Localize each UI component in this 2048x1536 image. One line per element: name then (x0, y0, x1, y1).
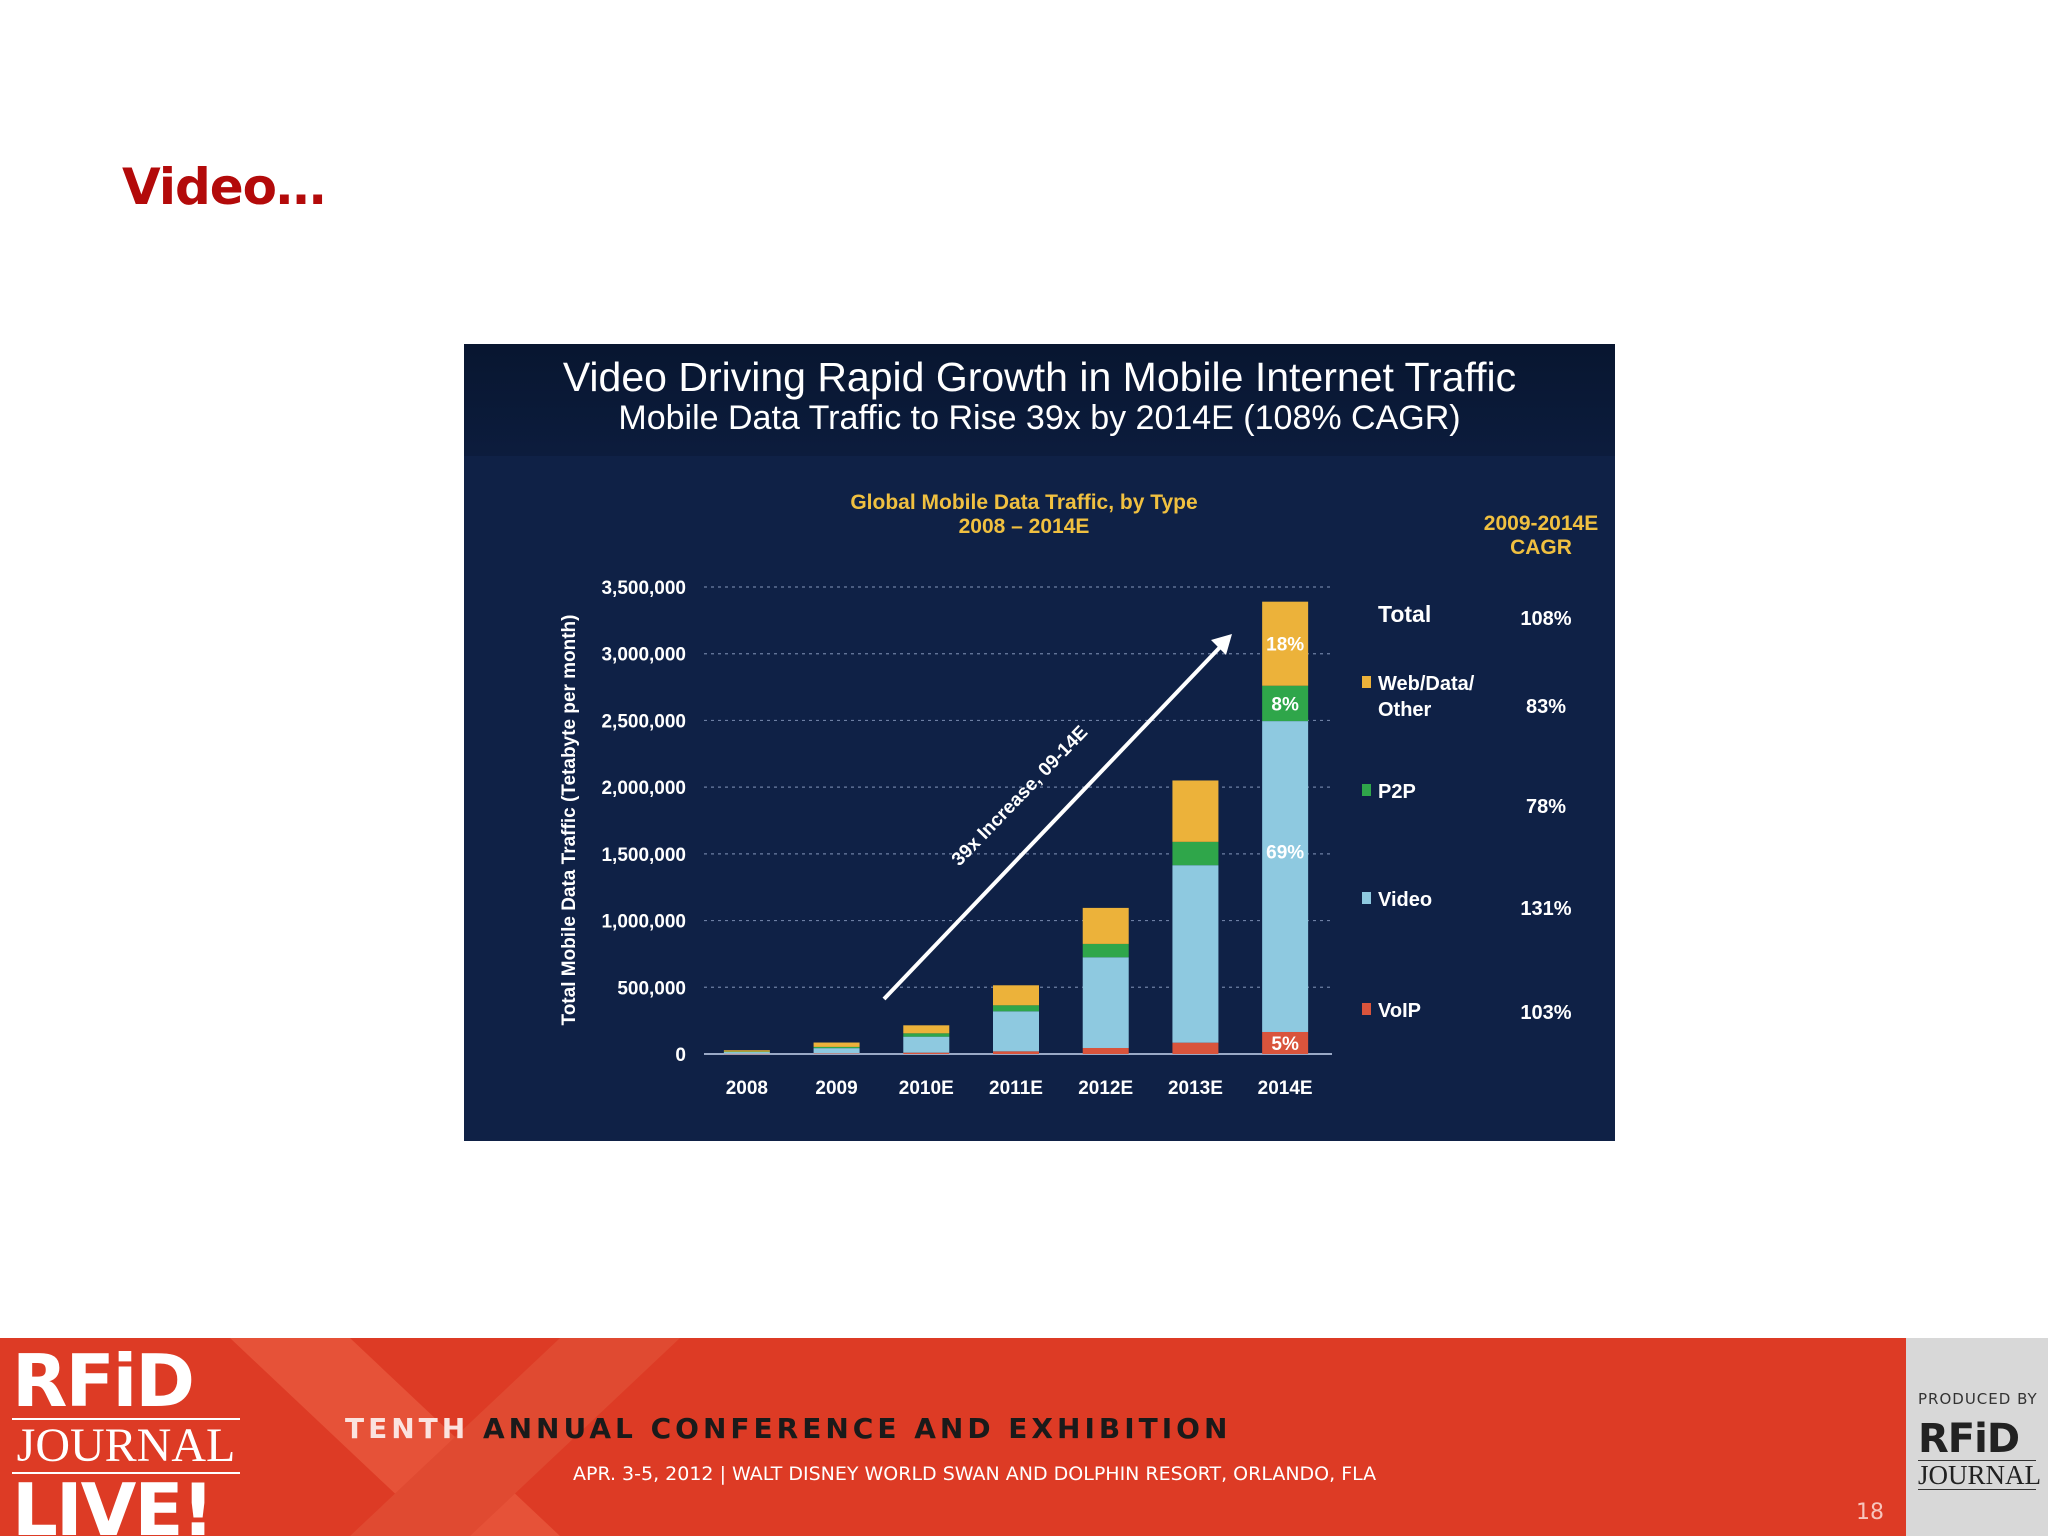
y-axis-label: Total Mobile Data Traffic (Tetabyte per … (559, 615, 580, 1026)
conference-line: TENTH ANNUAL CONFERENCE AND EXHIBITION (345, 1412, 1231, 1445)
legend-swatch-web-data-other (1362, 676, 1371, 688)
growth-arrow-label: 39x Increase, 09-14E (948, 722, 1092, 870)
bar-segment-video (723, 1051, 770, 1054)
cagr-value: 108% (1520, 608, 1571, 630)
bar-segment-video (1082, 957, 1129, 1048)
y-tick-label: 3,500,000 (601, 578, 686, 599)
bar-segment-p2p (1082, 943, 1129, 958)
bar-segment-p2p (723, 1051, 770, 1053)
growth-arrow-line (882, 641, 1226, 1001)
legend-label: Web/Data/ (1378, 673, 1475, 695)
cagr-value: 103% (1520, 1002, 1571, 1024)
conference-label: ANNUAL CONFERENCE AND EXHIBITION (482, 1412, 1232, 1445)
logo-rfid-text: RFiD (12, 1339, 195, 1423)
legend-label: Total (1378, 601, 1431, 627)
bar-segment-p2p (813, 1046, 860, 1049)
chart-header (464, 344, 1615, 456)
footer-banner: RFiD JOURNAL LIVE! TENTH ANNUAL CONFEREN… (0, 1338, 2048, 1536)
x-tick-label: 2011E (989, 1078, 1043, 1099)
bar-segment-web-data-other (723, 1050, 770, 1052)
bar-segment-web-data-other (1082, 907, 1129, 944)
chart-main-subtitle: Mobile Data Traffic to Rise 39x by 2014E… (618, 399, 1461, 437)
segment-percent-label: 5% (1271, 1034, 1299, 1055)
bar-segment-p2p (1262, 685, 1309, 722)
x-tick-label: 2012E (1078, 1078, 1133, 1099)
producer-box: PRODUCED BY RFiD JOURNAL (1906, 1338, 2048, 1536)
y-tick-label: 2,000,000 (601, 778, 686, 799)
page-number: 18 (1856, 1500, 1884, 1525)
bar-segment-web-data-other (813, 1042, 860, 1047)
bar-segment-video (903, 1036, 950, 1053)
bar-segment-web-data-other (1172, 780, 1219, 842)
bar-segment-video (813, 1048, 860, 1054)
y-tick-label: 500,000 (617, 978, 686, 999)
y-tick-label: 1,500,000 (601, 845, 686, 866)
x-tick-label: 2009 (815, 1078, 857, 1099)
producer-logo-rfid: RFiD (1918, 1416, 2020, 1462)
segment-percent-label: 18% (1266, 635, 1304, 656)
legend-label: VoIP (1378, 1000, 1421, 1022)
bar-segment-p2p (903, 1033, 950, 1037)
legend-label: Other (1378, 699, 1432, 721)
bar-segment-web-data-other (903, 1025, 950, 1034)
cagr-value: 131% (1520, 898, 1571, 920)
legend-swatch-p2p (1362, 784, 1371, 796)
stacked-bar-chart: Global Mobile Data Traffic, by Type2008 … (559, 491, 1598, 1099)
y-tick-label: 3,000,000 (601, 645, 686, 666)
slide-title: Video… (122, 158, 326, 216)
growth-arrow-head (1211, 634, 1232, 655)
legend-label: P2P (1378, 781, 1416, 803)
x-watermark (230, 1338, 680, 1536)
logo-journal-text: JOURNAL (12, 1418, 240, 1474)
bar-segment-web-data-other (1262, 601, 1309, 686)
x-tick-label: 2008 (726, 1078, 768, 1099)
bar-segment-web-data-other (993, 985, 1039, 1006)
cagr-value: 78% (1526, 796, 1566, 818)
bar-segment-voip (1082, 1047, 1129, 1054)
bar-segment-video (1262, 721, 1309, 1032)
bar-segment-voip (993, 1051, 1039, 1054)
y-tick-label: 2,500,000 (601, 711, 686, 732)
chart-panel: Video Driving Rapid Growth in Mobile Int… (464, 344, 1615, 1141)
bar-segment-voip (903, 1052, 950, 1054)
x-tick-label: 2013E (1168, 1078, 1223, 1099)
producer-logo-journal: JOURNAL (1918, 1460, 2042, 1490)
bar-segment-voip (723, 1053, 770, 1055)
produced-by-label: PRODUCED BY (1918, 1390, 2038, 1408)
bar-segment-video (993, 1011, 1039, 1052)
logo-live-text: LIVE! (12, 1468, 214, 1536)
rfid-journal-live-logo: RFiD JOURNAL LIVE! (12, 1339, 248, 1536)
bar-segment-p2p (993, 1005, 1039, 1012)
chart-inner-subtitle: 2008 – 2014E (959, 515, 1090, 538)
bar-segment-voip (1262, 1031, 1309, 1054)
bar-segment-voip (1172, 1042, 1219, 1054)
y-tick-label: 1,000,000 (601, 912, 686, 933)
segment-percent-label: 8% (1271, 694, 1299, 715)
legend-label: Video (1378, 889, 1432, 911)
segment-percent-label: 69% (1266, 843, 1304, 864)
bar-segment-video (1172, 865, 1219, 1043)
cagr-header-line2: CAGR (1510, 536, 1572, 559)
event-details: APR. 3-5, 2012 | WALT DISNEY WORLD SWAN … (573, 1463, 1377, 1485)
x-tick-label: 2010E (899, 1078, 954, 1099)
legend-swatch-video (1362, 892, 1371, 904)
legend-swatch-voip (1362, 1003, 1371, 1015)
x-tick-label: 2014E (1258, 1078, 1313, 1099)
cagr-value: 83% (1526, 696, 1566, 718)
chart-inner-title: Global Mobile Data Traffic, by Type (850, 491, 1197, 514)
tenth-label: TENTH (345, 1412, 470, 1445)
bar-segment-voip (813, 1053, 860, 1054)
y-tick-label: 0 (675, 1045, 686, 1066)
cagr-header-line1: 2009-2014E (1484, 512, 1598, 535)
chart-main-title: Video Driving Rapid Growth in Mobile Int… (562, 354, 1517, 400)
bar-segment-p2p (1172, 841, 1219, 866)
